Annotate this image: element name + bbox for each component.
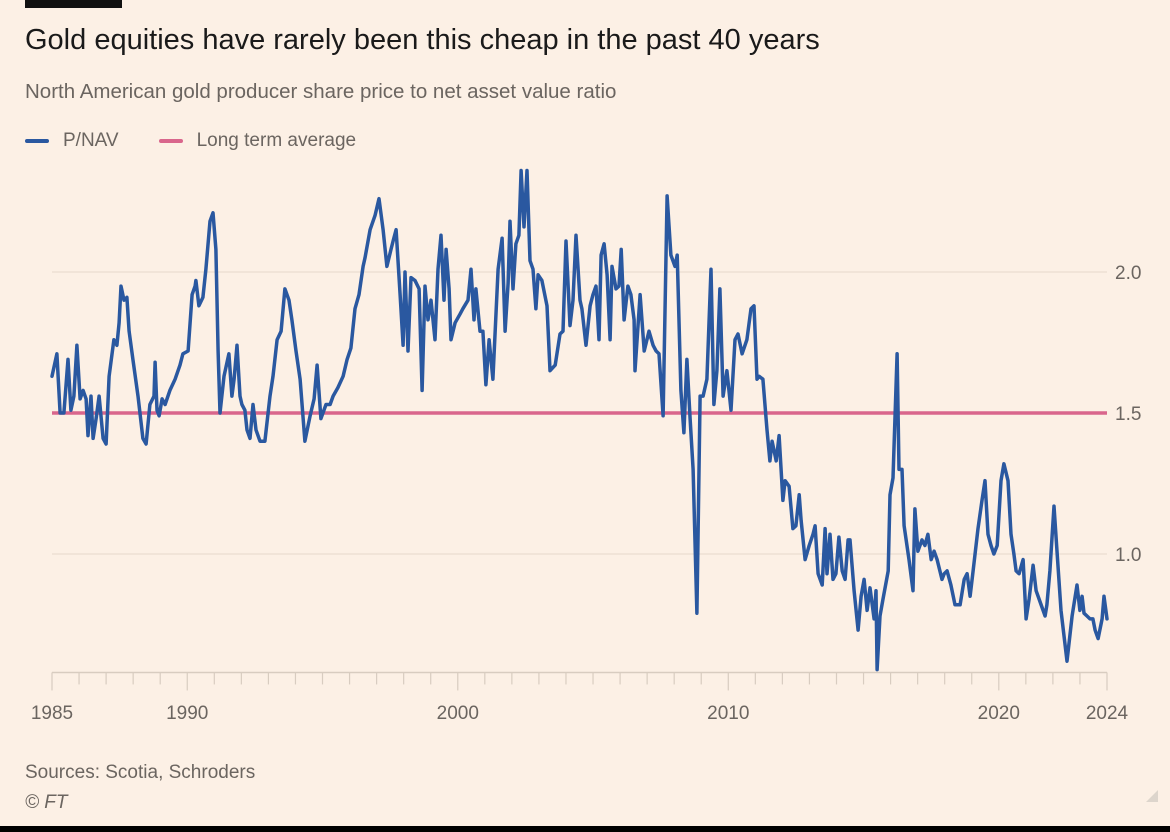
pnav-series-line [50, 168, 1109, 672]
bottom-border [0, 826, 1170, 832]
sources-note: Sources: Scotia, Schroders [25, 762, 256, 783]
chart-subtitle: North American gold producer share price… [25, 80, 617, 103]
copyright-note: © FT [25, 792, 68, 813]
legend-label-pnav: P/NAV [63, 130, 119, 151]
legend-item-pnav: P/NAV [25, 130, 119, 152]
chart-plot-area: 1.0 1.5 2.0 1985 1990 2000 2010 2020 2024 [31, 168, 1141, 724]
y-tick-label: 1.5 [1115, 404, 1141, 425]
x-tick-label: 2020 [978, 703, 1020, 724]
ft-brand-bar [25, 0, 122, 8]
y-tick-label: 1.0 [1115, 545, 1141, 566]
legend-swatch-long-term-average [158, 139, 183, 143]
x-tick-label: 1985 [31, 703, 73, 724]
chart-title: Gold equities have rarely been this chea… [25, 24, 820, 56]
x-tick-label: 2024 [1086, 703, 1129, 724]
resize-corner-icon [1146, 790, 1158, 802]
x-tick-label: 2010 [707, 703, 749, 724]
legend: P/NAV Long term average [25, 130, 356, 152]
y-tick-label: 2.0 [1115, 263, 1141, 284]
legend-item-long-term-average: Long term average [158, 130, 357, 152]
legend-label-long-term-average: Long term average [196, 130, 357, 151]
x-tick-label: 1990 [166, 703, 208, 724]
x-tick-label: 2000 [437, 703, 479, 724]
legend-swatch-pnav [25, 139, 49, 143]
